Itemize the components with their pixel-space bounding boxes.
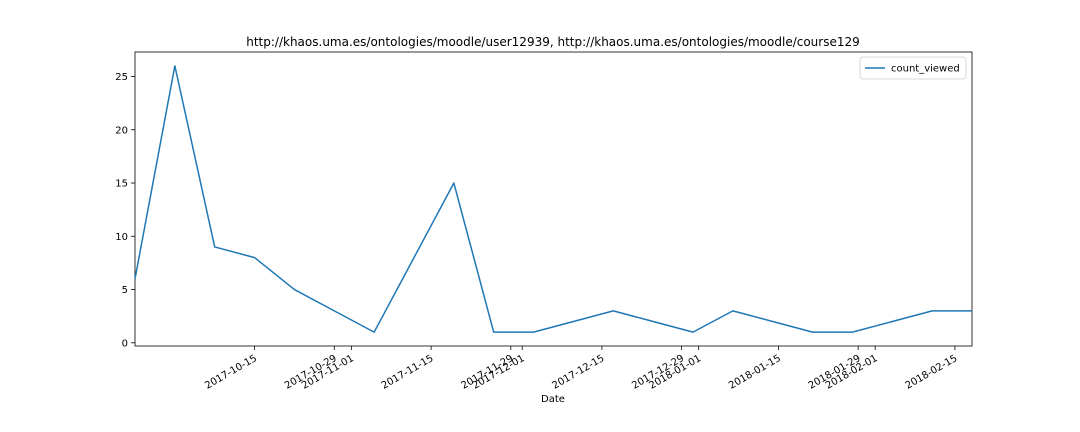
x-tick-label: 2017-10-15 — [203, 353, 259, 392]
plot-frame — [134, 51, 973, 347]
x-tick-label: 2017-12-15 — [551, 353, 607, 392]
y-tick-label: 5 — [122, 285, 128, 296]
legend-box — [859, 56, 967, 80]
y-tick-label: 15 — [115, 179, 128, 190]
legend: count_viewed — [859, 56, 967, 80]
y-tick-label: 25 — [115, 72, 128, 83]
x-axis-label: Date — [541, 394, 565, 405]
x-tick-label: 2018-01-15 — [727, 353, 783, 392]
x-tick-label: 2018-02-15 — [904, 353, 960, 392]
legend-label: count_viewed — [891, 64, 960, 75]
chart-title: http://khaos.uma.es/ontologies/moodle/us… — [246, 35, 860, 49]
plot-area — [134, 51, 973, 347]
y-axis: 0 5 10 15 20 25 — [115, 72, 135, 349]
y-tick-label: 0 — [122, 338, 128, 349]
series-line-count_viewed — [134, 65, 972, 333]
x-tick-label: 2017-11-15 — [380, 353, 436, 392]
y-tick-label: 10 — [115, 232, 128, 243]
y-tick-label: 20 — [115, 125, 128, 136]
